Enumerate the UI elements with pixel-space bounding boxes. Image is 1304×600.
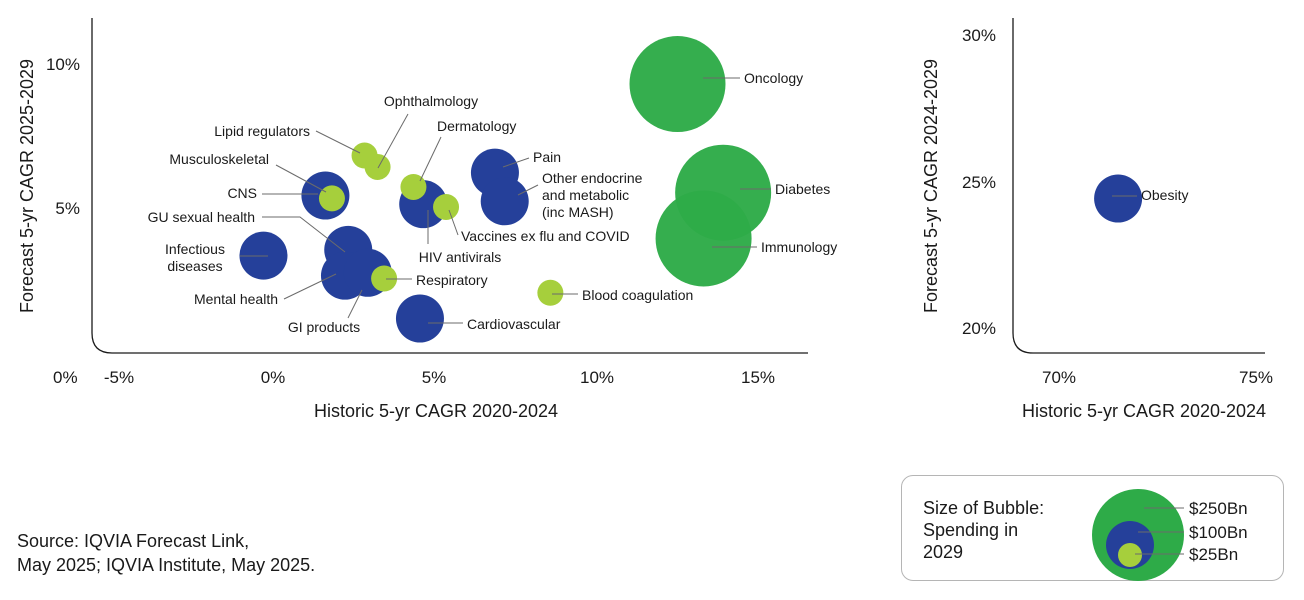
left-x-tick-5: 5% xyxy=(422,368,447,387)
right-axis-lines xyxy=(1012,18,1265,354)
left-x-tick-10: 10% xyxy=(580,368,614,387)
label-hiv-antivirals: HIV antivirals xyxy=(419,249,501,265)
leader-dermatology xyxy=(419,136,442,182)
label-cardiovascular: Cardiovascular xyxy=(467,316,561,332)
leader-ophthalmology xyxy=(377,113,409,169)
label-vaccines-ex-flu-and-covid: Vaccines ex flu and COVID xyxy=(461,228,630,244)
source-line-2: May 2025; IQVIA Institute, May 2025. xyxy=(17,555,316,575)
label-dermatology: Dermatology xyxy=(437,118,516,134)
left-x-tick-origin: 0% xyxy=(53,368,78,387)
right-y-tick-25: 25% xyxy=(962,173,996,192)
bubble-musculoskeletal xyxy=(318,185,345,212)
leader-other-endocrine-and-metabolic-inc-mash xyxy=(517,184,539,196)
leader-gi-products xyxy=(347,289,363,319)
left-y-axis-title: Forecast 5-yr CAGR 2025-2029 xyxy=(17,59,37,313)
bubble-labels-layer: Oncology Diabetes Immunology Pain Other endo… xyxy=(148,70,1189,335)
left-x-tick-0: 0% xyxy=(261,368,286,387)
left-x-tick-15: 15% xyxy=(741,368,775,387)
left-y-tick-5: 5% xyxy=(55,199,80,218)
label-gu-sexual-health: GU sexual health xyxy=(148,209,255,225)
bubble-obesity xyxy=(1094,174,1143,223)
legend-title: Size of Bubble: Spending in 2029 xyxy=(923,498,1045,562)
label-lipid-regulators: Lipid regulators xyxy=(214,123,310,139)
label-gi-products: GI products xyxy=(288,319,360,335)
leader-musculoskeletal xyxy=(275,164,327,193)
bubble-respiratory xyxy=(371,265,398,292)
legend-bubbles: $250Bn $100Bn $25Bn xyxy=(1092,489,1248,581)
label-infectious-diseases: Infectious diseases xyxy=(165,241,225,274)
source-note: Source: IQVIA Forecast Link, May 2025; I… xyxy=(17,529,315,577)
label-oncology: Oncology xyxy=(744,70,803,86)
label-musculoskeletal: Musculoskeletal xyxy=(169,151,269,167)
bubble-other-endocrine-and-metabolic-inc-mash xyxy=(480,177,529,226)
legend-bubble-small xyxy=(1118,543,1142,567)
right-x-tick-75: 75% xyxy=(1239,368,1273,387)
right-y-tick-20: 20% xyxy=(962,319,996,338)
left-x-axis-title: Historic 5-yr CAGR 2020-2024 xyxy=(314,401,558,421)
bubbles-layer xyxy=(239,36,1143,343)
legend-label-large: $250Bn xyxy=(1189,499,1248,518)
label-pain: Pain xyxy=(533,149,561,165)
source-line-1: Source: IQVIA Forecast Link, xyxy=(17,531,250,551)
legend-label-small: $25Bn xyxy=(1189,545,1238,564)
label-immunology: Immunology xyxy=(761,239,837,255)
legend: Size of Bubble: Spending in 2029 $250Bn … xyxy=(901,475,1284,581)
label-obesity: Obesity xyxy=(1141,187,1188,203)
legend-label-medium: $100Bn xyxy=(1189,523,1248,542)
leader-lines-layer xyxy=(240,77,1137,324)
leader-mental-health xyxy=(283,273,337,300)
label-diabetes: Diabetes xyxy=(775,181,830,197)
bubble-blood-coagulation xyxy=(537,279,564,306)
left-x-tick-minus5: -5% xyxy=(104,368,134,387)
leader-lipid-regulators xyxy=(315,130,361,154)
bubble-ophthalmology xyxy=(364,153,391,180)
bubble-oncology xyxy=(629,36,726,133)
leader-pain xyxy=(502,157,530,168)
label-mental-health: Mental health xyxy=(194,291,278,307)
left-y-tick-10: 10% xyxy=(46,55,80,74)
label-respiratory: Respiratory xyxy=(416,272,488,288)
right-x-tick-70: 70% xyxy=(1042,368,1076,387)
right-y-axis-title: Forecast 5-yr CAGR 2024-2029 xyxy=(921,59,941,313)
label-cns: CNS xyxy=(227,185,257,201)
right-y-tick-30: 30% xyxy=(962,26,996,45)
leader-vaccines-ex-flu-and-covid xyxy=(448,209,459,236)
right-x-axis-title: Historic 5-yr CAGR 2020-2024 xyxy=(1022,401,1266,421)
label-ophthalmology: Ophthalmology xyxy=(384,93,478,109)
bubble-cardiovascular xyxy=(395,294,444,343)
leader-gu-sexual-health xyxy=(262,216,346,253)
label-other-endocrine-and-metabolic-inc-mash: Other endocrine and metabolic (inc MASH) xyxy=(542,170,643,220)
bubble-dermatology xyxy=(400,173,427,200)
left-axis-lines xyxy=(91,18,808,354)
bubble-immunology xyxy=(655,190,752,287)
label-blood-coagulation: Blood coagulation xyxy=(582,287,693,303)
bubble-vaccines-ex-flu-and-covid xyxy=(433,194,460,220)
